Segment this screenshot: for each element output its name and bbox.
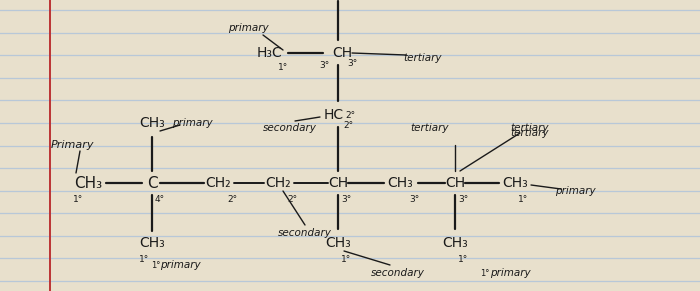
Text: 2°: 2° — [227, 196, 237, 205]
Text: tertiary: tertiary — [511, 123, 550, 133]
Text: CH₃: CH₃ — [502, 176, 528, 190]
Text: 1°: 1° — [518, 196, 528, 205]
Text: CH₃: CH₃ — [387, 176, 413, 190]
Text: H₃C: H₃C — [257, 46, 283, 60]
Text: Primary: Primary — [50, 140, 94, 150]
Text: 1°: 1° — [73, 196, 83, 205]
Text: CH₃: CH₃ — [74, 175, 102, 191]
Text: CH₃: CH₃ — [139, 236, 165, 250]
Text: 1°: 1° — [341, 255, 351, 263]
Text: 1°: 1° — [151, 260, 161, 269]
Text: tertiary: tertiary — [411, 123, 449, 133]
Text: primary: primary — [160, 260, 200, 270]
Text: CH₂: CH₂ — [265, 176, 290, 190]
Text: 3°: 3° — [319, 61, 329, 70]
Text: CH: CH — [328, 176, 348, 190]
Text: CH: CH — [445, 176, 465, 190]
Text: 1°: 1° — [480, 269, 490, 278]
Text: HC: HC — [324, 108, 344, 122]
Text: primary: primary — [172, 118, 212, 128]
Text: 1°: 1° — [458, 255, 468, 263]
Text: secondary: secondary — [371, 268, 425, 278]
Text: 3°: 3° — [458, 196, 468, 205]
Text: CH₃: CH₃ — [325, 236, 351, 250]
Text: C: C — [147, 175, 158, 191]
Text: 2°: 2° — [343, 120, 353, 129]
Text: 3°: 3° — [347, 58, 357, 68]
Text: tertiary: tertiary — [404, 53, 442, 63]
Text: 2°: 2° — [345, 111, 355, 120]
Text: primary: primary — [490, 268, 531, 278]
Text: 1°: 1° — [278, 63, 288, 72]
Text: secondary: secondary — [278, 228, 332, 238]
Text: 3°: 3° — [409, 196, 419, 205]
Text: primary: primary — [228, 23, 268, 33]
Text: secondary: secondary — [263, 123, 317, 133]
Text: CH: CH — [332, 46, 352, 60]
Text: 1°: 1° — [139, 255, 149, 263]
Text: 2°: 2° — [287, 196, 297, 205]
Text: CH₃: CH₃ — [139, 116, 165, 130]
Text: 4°: 4° — [155, 196, 165, 205]
Text: primary: primary — [554, 186, 595, 196]
Text: CH₃: CH₃ — [442, 236, 468, 250]
Text: tertiary: tertiary — [511, 128, 550, 138]
Text: CH₂: CH₂ — [205, 176, 231, 190]
Text: 3°: 3° — [341, 196, 351, 205]
